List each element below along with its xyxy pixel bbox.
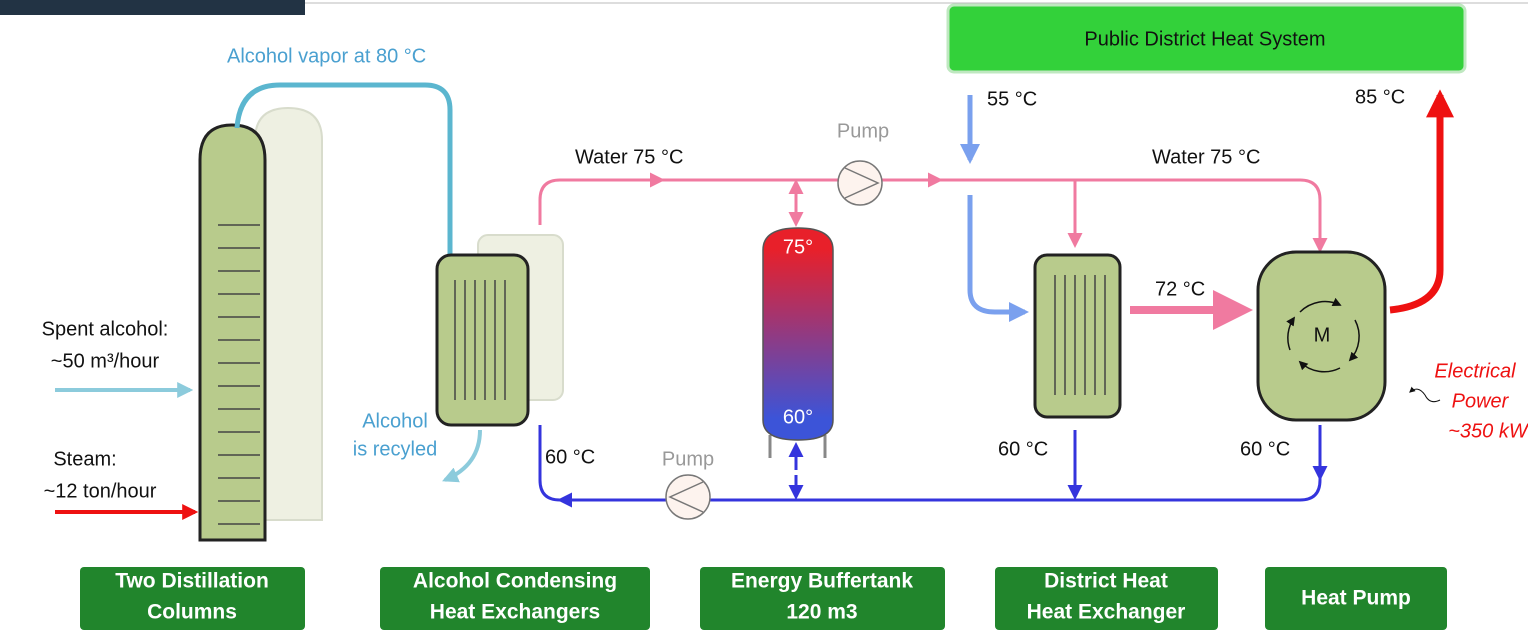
label: 85 °C xyxy=(1355,86,1405,108)
caption: Energy Buffertank xyxy=(731,570,913,593)
caption: Heat Pump xyxy=(1301,587,1411,610)
label: ~12 ton/hour xyxy=(44,480,157,502)
label: is recyled xyxy=(353,438,437,460)
caption: Heat Exchangers xyxy=(430,601,600,624)
label: ~50 m³/hour xyxy=(51,350,160,372)
label: Pump xyxy=(837,120,889,142)
caption: 120 m3 xyxy=(786,601,857,624)
label: 72 °C xyxy=(1155,278,1205,300)
caption: District Heat xyxy=(1044,570,1168,593)
label: 55 °C xyxy=(987,88,1037,110)
label: 60° xyxy=(783,406,813,428)
label: 60 °C xyxy=(1240,438,1290,460)
label: Alcohol xyxy=(362,410,428,432)
caption: Heat Exchanger xyxy=(1027,601,1186,624)
label: 60 °C xyxy=(545,446,595,468)
label: Electrical xyxy=(1434,360,1516,382)
caption: Columns xyxy=(147,601,237,624)
caption: Alcohol Condensing xyxy=(413,570,617,593)
label: Power xyxy=(1452,390,1510,412)
label: 75° xyxy=(783,236,813,258)
label: Alcohol vapor at 80 °C xyxy=(227,45,426,67)
label: ~350 kW xyxy=(1448,420,1528,442)
label: Spent alcohol: xyxy=(42,318,169,340)
caption: Two Distillation xyxy=(115,570,269,593)
label: Pump xyxy=(662,448,714,470)
label: Water 75 °C xyxy=(575,146,683,168)
label: 60 °C xyxy=(998,438,1048,460)
label: Steam: xyxy=(53,448,116,470)
texts: Public District Heat System Alcohol vapo… xyxy=(42,28,1528,623)
label: Water 75 °C xyxy=(1152,146,1260,168)
system-title: Public District Heat System xyxy=(1084,28,1325,50)
label: M xyxy=(1314,324,1331,346)
